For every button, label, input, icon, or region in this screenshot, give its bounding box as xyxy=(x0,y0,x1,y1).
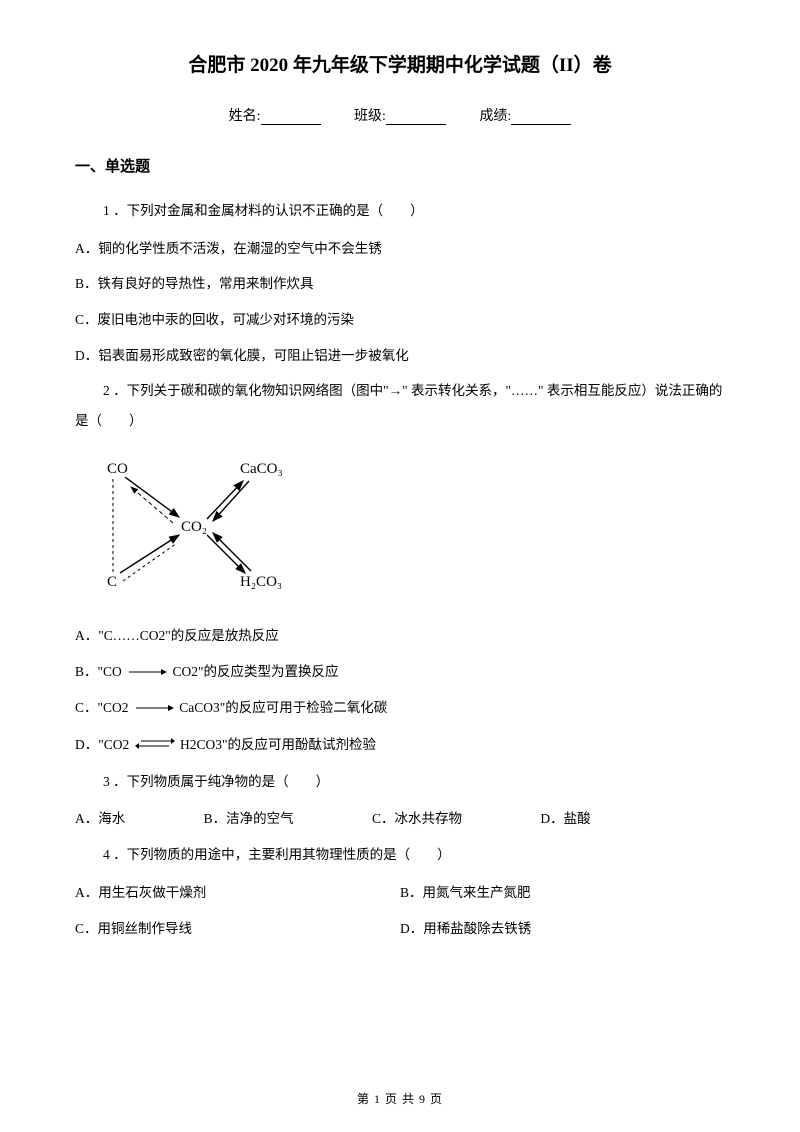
q4-option-a: A．用生石灰做干燥剂 xyxy=(75,878,400,908)
node-caco3: CaCO₃ xyxy=(240,461,283,477)
q1-option-a: A．铜的化学性质不活泼，在潮湿的空气中不会生锈 xyxy=(75,234,725,264)
q2-d-prefix: D．"CO2 xyxy=(75,737,129,752)
class-blank xyxy=(386,110,446,125)
q2-b-prefix: B．"CO xyxy=(75,664,122,679)
name-blank xyxy=(261,110,321,125)
section-title: 一、单选题 xyxy=(75,155,725,176)
q1-option-d: D．铝表面易形成致密的氧化膜，可阻止铝进一步被氧化 xyxy=(75,341,725,371)
q4-row2: C．用铜丝制作导线 D．用稀盐酸除去铁锈 xyxy=(75,914,725,944)
node-c: C xyxy=(107,574,117,590)
node-h2co3: H₂CO₃ xyxy=(240,574,282,590)
arrow-right-icon xyxy=(134,694,174,724)
arrow-right-icon xyxy=(127,658,167,688)
q3-options: A．海水 B．洁净的空气 C．冰水共存物 D．盐酸 xyxy=(75,804,725,834)
page-footer: 第 1 页 共 9 页 xyxy=(0,1090,800,1107)
node-co2: CO₂ xyxy=(181,519,207,535)
q2-option-d: D．"CO2 H2CO3"的反应可用酚酞试剂检验 xyxy=(75,730,725,761)
page-title: 合肥市 2020 年九年级下学期期中化学试题（II）卷 xyxy=(75,50,725,77)
name-label: 姓名: xyxy=(229,109,261,124)
q2-stem: 2 ．下列关于碳和碳的氧化物知识网络图（图中"→" 表示转化关系，"……" 表示… xyxy=(75,376,725,435)
q2-c-suffix: CaCO3"的反应可用于检验二氧化碳 xyxy=(179,700,387,715)
q2-b-suffix: CO2"的反应类型为置换反应 xyxy=(173,664,339,679)
q4-option-d: D．用稀盐酸除去铁锈 xyxy=(400,914,725,944)
q4-row1: A．用生石灰做干燥剂 B．用氮气来生产氮肥 xyxy=(75,878,725,908)
q1-option-c: C．废旧电池中汞的回收，可减少对环境的污染 xyxy=(75,305,725,335)
q2-option-c: C．"CO2 CaCO3"的反应可用于检验二氧化碳 xyxy=(75,693,725,724)
info-row: 姓名: 班级: 成绩: xyxy=(75,105,725,125)
q2-c-prefix: C．"CO2 xyxy=(75,700,129,715)
q3-option-d: D．盐酸 xyxy=(540,804,590,834)
double-arrow-icon xyxy=(135,731,175,761)
q2-option-b: B．"CO CO2"的反应类型为置换反应 xyxy=(75,657,725,688)
q4-option-b: B．用氮气来生产氮肥 xyxy=(400,878,725,908)
q1-option-b: B．铁有良好的导热性，常用来制作炊具 xyxy=(75,269,725,299)
q4-stem: 4 ．下列物质的用途中，主要利用其物理性质的是（ ） xyxy=(75,840,725,870)
q1-stem: 1 ．下列对金属和金属材料的认识不正确的是（ ） xyxy=(75,196,725,226)
score-label: 成绩: xyxy=(479,109,511,124)
q4-option-c: C．用铜丝制作导线 xyxy=(75,914,400,944)
q2-d-suffix: H2CO3"的反应可用酚酞试剂检验 xyxy=(180,737,376,752)
q3-option-b: B．洁净的空气 xyxy=(204,804,294,834)
q3-option-c: C．冰水共存物 xyxy=(372,804,462,834)
class-label: 班级: xyxy=(354,109,386,124)
q3-stem: 3 ．下列物质属于纯净物的是（ ） xyxy=(75,767,725,797)
q2-option-a: A．"C……CO2"的反应是放热反应 xyxy=(75,621,725,651)
score-blank xyxy=(511,110,571,125)
q2-diagram: CO C CO₂ CaCO₃ H₂CO₃ xyxy=(85,451,725,606)
q3-option-a: A．海水 xyxy=(75,804,125,834)
node-co: CO xyxy=(107,461,128,477)
